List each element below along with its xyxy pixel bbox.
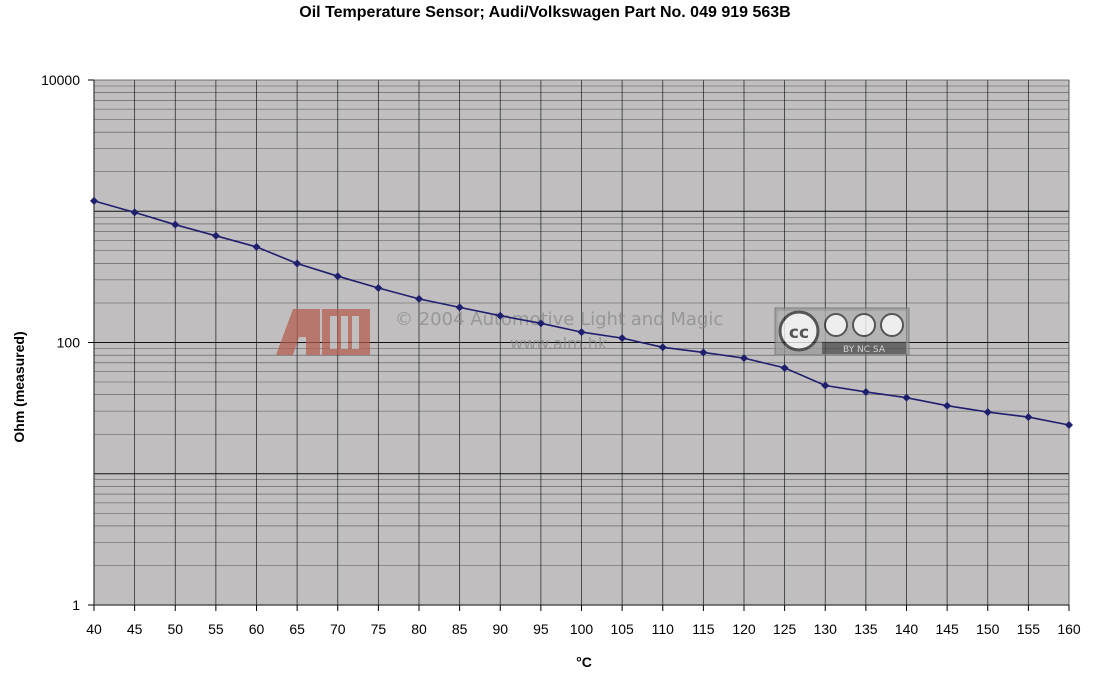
watermark: © 2004 Automotive Light and Magic www.al… xyxy=(276,307,910,356)
data-point-marker xyxy=(618,334,627,343)
data-point-marker xyxy=(293,259,302,268)
x-tick-label: 120 xyxy=(732,621,756,637)
x-tick-label: 60 xyxy=(249,621,265,637)
data-point-marker xyxy=(455,303,464,312)
x-tick-label: 85 xyxy=(452,621,468,637)
x-tick-label: 70 xyxy=(330,621,346,637)
axes xyxy=(88,79,1070,611)
data-point-marker xyxy=(1065,421,1073,430)
data-point-marker xyxy=(211,231,220,240)
chart-title: Oil Temperature Sensor; Audi/Volkswagen … xyxy=(299,4,791,21)
by-icon xyxy=(824,313,848,337)
svg-text:BY NC SA: BY NC SA xyxy=(843,345,886,355)
data-point-marker xyxy=(1024,413,1033,422)
x-tick-label: 155 xyxy=(1017,621,1041,637)
x-tick-label: 100 xyxy=(570,621,594,637)
data-point-marker xyxy=(780,363,789,372)
x-tick-label: 75 xyxy=(371,621,387,637)
x-tick-label: 50 xyxy=(167,621,183,637)
y-tick-labels: 1 100 10000 xyxy=(41,72,80,613)
data-point-marker xyxy=(171,220,180,229)
data-point-marker xyxy=(943,401,952,410)
nc-icon xyxy=(852,313,876,337)
x-tick-labels: 40 45 50 55 60 65 70 75 80 85 90 95 100 105 110 115 120 1… xyxy=(86,621,1081,637)
y-tick-label: 100 xyxy=(57,335,81,351)
data-point-marker xyxy=(374,284,383,293)
data-point-marker xyxy=(740,354,748,363)
x-tick-label: 65 xyxy=(289,621,305,637)
alm-logo xyxy=(276,309,370,355)
svg-text:cc: cc xyxy=(789,323,809,343)
x-tick-label: 80 xyxy=(411,621,427,637)
data-point-marker xyxy=(861,387,870,396)
data-point-marker xyxy=(699,348,708,357)
data-point-marker xyxy=(983,408,992,417)
x-tick-label: 40 xyxy=(86,621,102,637)
data-point-marker xyxy=(415,294,423,303)
x-tick-label: 150 xyxy=(976,621,1000,637)
data-point-marker xyxy=(496,311,505,320)
y-tick-label: 1 xyxy=(72,597,80,613)
x-axis-label: °C xyxy=(576,654,592,670)
data-point-marker xyxy=(536,319,545,328)
data-point-marker xyxy=(333,272,342,281)
x-tick-label: 95 xyxy=(533,621,549,637)
x-tick-label: 115 xyxy=(692,621,715,637)
x-tick-label: 105 xyxy=(610,621,634,637)
x-tick-label: 55 xyxy=(208,621,224,637)
sa-icon xyxy=(880,313,904,337)
data-point-marker xyxy=(577,328,586,337)
data-point-marker xyxy=(90,196,98,205)
series-layer xyxy=(90,196,1073,430)
data-point-marker xyxy=(821,381,830,390)
watermark-url: www.alm.hk xyxy=(510,334,608,353)
cc-icon xyxy=(778,310,820,352)
x-tick-label: 135 xyxy=(854,621,878,637)
x-tick-label: 45 xyxy=(127,621,143,637)
x-tick-label: 140 xyxy=(895,621,919,637)
x-tick-label: 110 xyxy=(652,621,675,637)
y-tick-label: 10000 xyxy=(41,72,80,88)
data-point-marker xyxy=(902,393,911,402)
x-tick-label: 145 xyxy=(935,621,959,637)
data-point-marker xyxy=(252,242,261,251)
data-point-marker xyxy=(658,343,667,352)
x-tick-label: 160 xyxy=(1057,621,1081,637)
cc-license-badge: cc BY NC SA xyxy=(774,307,910,356)
grid-lines xyxy=(93,80,1070,606)
x-tick-label: 125 xyxy=(773,621,797,637)
data-point-marker xyxy=(130,208,139,217)
watermark-copyright: © 2004 Automotive Light and Magic xyxy=(395,309,723,330)
x-tick-label: 90 xyxy=(492,621,508,637)
x-tick-label: 130 xyxy=(814,621,838,637)
